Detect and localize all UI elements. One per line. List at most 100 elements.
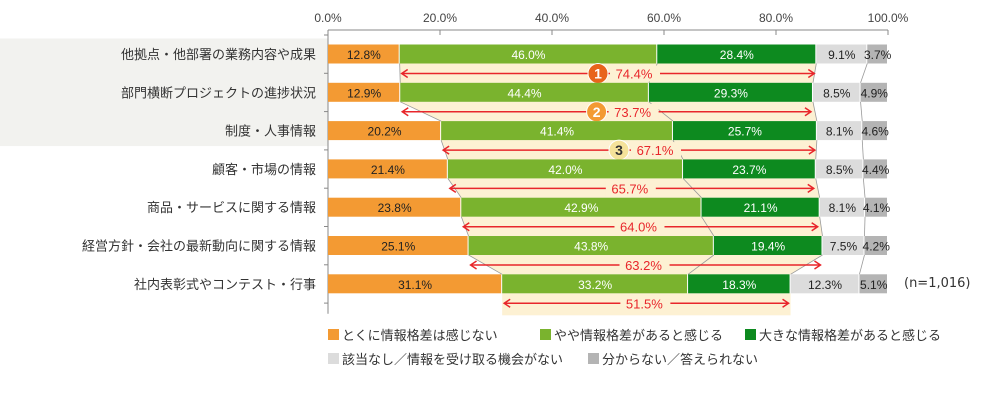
- data-label: 43.8%: [574, 240, 608, 254]
- data-label: 20.2%: [368, 125, 402, 139]
- total-label-bg: [619, 257, 670, 273]
- data-label: 12.3%: [808, 278, 842, 292]
- total-label-bg: [605, 180, 656, 197]
- arrow-head: [782, 298, 790, 308]
- data-label: 25.1%: [381, 240, 415, 254]
- bar-segment: [328, 274, 502, 294]
- x-tick-label: 40.0%: [535, 11, 569, 25]
- legend-item-5: 分からない／答えられない: [588, 349, 758, 368]
- data-label: 7.5%: [830, 240, 858, 254]
- data-label: 23.8%: [378, 201, 412, 215]
- data-label: 4.4%: [862, 163, 890, 177]
- bar-segment: [865, 197, 887, 217]
- bar-segment: [447, 159, 683, 179]
- total-label: 74.4%: [616, 67, 653, 82]
- data-label: 31.1%: [398, 278, 432, 292]
- bar-segment: [657, 44, 816, 64]
- total-label: 64.0%: [620, 220, 657, 235]
- category-label: 商品・サービスに関する情報: [147, 200, 316, 215]
- bar-segment: [502, 274, 688, 294]
- rank-number: 2: [593, 104, 601, 120]
- x-tick-label: 60.0%: [647, 11, 681, 25]
- total-label-bg: [608, 103, 659, 120]
- bar-segment: [864, 236, 887, 255]
- x-tick-label: 100.0%: [868, 11, 909, 25]
- data-label: 42.0%: [548, 163, 582, 177]
- bar-segment: [468, 236, 713, 255]
- bar-segment: [816, 44, 867, 64]
- connector-line: [819, 216, 823, 237]
- arrow-head: [400, 107, 409, 117]
- connector-line: [864, 216, 866, 237]
- bar-segment: [790, 274, 859, 294]
- bar-segment: [441, 121, 672, 141]
- total-label: 67.1%: [637, 143, 674, 158]
- data-label: 33.2%: [578, 278, 612, 292]
- data-label: 4.1%: [863, 201, 891, 215]
- arrow-head: [811, 222, 820, 232]
- data-label: 46.0%: [511, 48, 545, 62]
- bar-segment: [867, 44, 887, 64]
- sample-size-note: (n=1,016): [904, 276, 971, 291]
- connector-line: [399, 63, 401, 83]
- connector-line: [859, 254, 865, 275]
- legend-label: 大きな情報格差があると感じる: [759, 329, 942, 344]
- bar-segment: [701, 197, 819, 217]
- bar-segment: [859, 274, 887, 294]
- legend-label: 該当なし／情報を受け取る機会がない: [342, 353, 564, 368]
- data-label: 42.9%: [564, 201, 598, 215]
- connector-line: [862, 178, 866, 198]
- legend-item-4: 該当なし／情報を受け取る機会がない: [328, 349, 563, 368]
- bar-segment: [863, 159, 887, 179]
- data-label: 28.4%: [720, 48, 754, 62]
- x-tick-label: 20.0%: [423, 11, 457, 25]
- bar-segment: [399, 44, 657, 64]
- data-label: 8.1%: [829, 201, 857, 215]
- x-tick-label: 80.0%: [759, 11, 793, 25]
- data-label: 25.7%: [728, 125, 762, 139]
- bar-segment: [400, 82, 648, 102]
- bar-segment: [819, 197, 865, 217]
- legend-swatch: [328, 329, 339, 340]
- category-label: 社内表彰式やコンテスト・行事: [134, 277, 316, 292]
- arrow-head: [804, 107, 813, 117]
- bar-segment: [815, 159, 863, 179]
- data-label: 23.7%: [732, 163, 766, 177]
- category-label: 他拠点・他部署の業務内容や成果: [121, 47, 316, 62]
- label-bg: [0, 38, 328, 147]
- data-label: 19.4%: [751, 240, 785, 254]
- connector-line: [812, 101, 818, 122]
- arrow-head: [400, 68, 409, 79]
- bar-segment: [328, 197, 461, 217]
- total-label-bg: [610, 65, 660, 82]
- legend-swatch: [588, 353, 599, 364]
- arrow-head: [461, 222, 470, 232]
- total-label: 65.7%: [611, 181, 648, 196]
- bar-segment: [328, 159, 447, 179]
- bar-segment: [328, 236, 468, 255]
- category-label: 制度・人事情報: [225, 124, 316, 139]
- data-label: 5.1%: [860, 278, 888, 292]
- data-label: 29.3%: [714, 86, 748, 100]
- data-label: 18.3%: [722, 278, 756, 292]
- arrow-head: [814, 260, 822, 270]
- bar-segment: [328, 82, 400, 102]
- category-label: 部門横断プロジェクトの進捗状況: [121, 85, 316, 100]
- rank-number: 1: [594, 66, 602, 82]
- total-label-bg: [631, 142, 681, 159]
- arrow-head: [448, 183, 457, 194]
- arrow-head: [469, 260, 477, 270]
- arrow-head: [807, 68, 816, 79]
- arrow-head: [808, 145, 817, 155]
- data-label: 21.4%: [371, 163, 405, 177]
- arrow-head: [441, 145, 450, 155]
- data-label: 12.8%: [347, 48, 381, 62]
- arrow-head: [807, 183, 816, 194]
- bar-segment: [648, 82, 812, 102]
- connector-line: [860, 101, 863, 122]
- category-label: 顧客・市場の情報: [212, 162, 316, 177]
- bar-segment: [328, 121, 441, 141]
- legend-item-2: やや情報格差があると感じる: [540, 325, 723, 344]
- bar-segment: [812, 82, 860, 102]
